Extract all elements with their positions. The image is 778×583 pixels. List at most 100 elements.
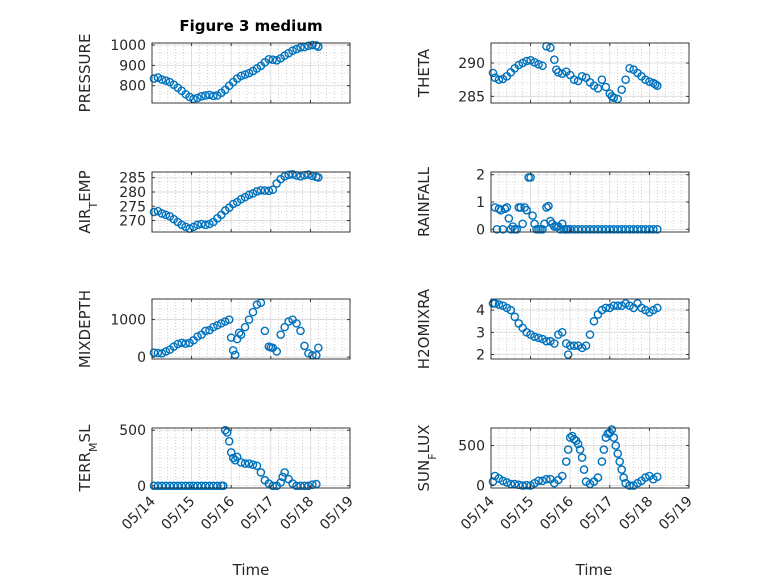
data-point bbox=[597, 75, 607, 84]
data-point bbox=[512, 224, 522, 234]
data-point bbox=[577, 72, 587, 81]
data-point bbox=[228, 453, 238, 463]
data-point bbox=[601, 303, 611, 313]
data-point bbox=[502, 478, 512, 487]
data-point bbox=[201, 91, 210, 100]
data-point bbox=[617, 85, 626, 94]
data-point bbox=[314, 343, 323, 353]
y-tick-label: 2 bbox=[476, 348, 485, 364]
data-point bbox=[577, 224, 587, 234]
data-point bbox=[197, 219, 206, 229]
y-tick-label: 0 bbox=[137, 350, 146, 366]
y-tick-label: 275 bbox=[119, 199, 146, 215]
data-point bbox=[193, 332, 202, 341]
x-axis-label-right: Time bbox=[575, 561, 613, 579]
data-point bbox=[252, 187, 262, 196]
data-point bbox=[234, 328, 244, 338]
data-point bbox=[197, 91, 206, 101]
data-point bbox=[224, 437, 234, 446]
y-tick-label: 500 bbox=[119, 423, 146, 439]
data-point bbox=[264, 54, 274, 64]
data-point bbox=[218, 481, 228, 491]
data-point bbox=[544, 201, 553, 211]
data-point bbox=[288, 46, 297, 56]
axes-box bbox=[490, 427, 690, 489]
data-point bbox=[579, 465, 589, 474]
data-point bbox=[264, 186, 274, 196]
data-point bbox=[236, 71, 246, 81]
y-tick-label: 1000 bbox=[110, 313, 146, 329]
y-tick-label: 2 bbox=[476, 168, 485, 184]
subplot-4: 0 1000 MIXDEPTH bbox=[76, 290, 351, 368]
data-point bbox=[256, 185, 266, 195]
axes-box bbox=[151, 298, 351, 360]
data-point bbox=[268, 481, 278, 491]
data-point bbox=[653, 303, 662, 313]
data-point bbox=[641, 473, 650, 482]
data-point bbox=[528, 211, 537, 220]
data-point bbox=[280, 468, 289, 477]
x-tick-label: 05/14 bbox=[119, 493, 159, 533]
data-point bbox=[615, 457, 625, 466]
data-point bbox=[209, 481, 218, 491]
x-tick-label: 05/17 bbox=[577, 494, 617, 534]
data-point bbox=[189, 94, 198, 104]
data-point bbox=[268, 185, 278, 195]
data-point bbox=[252, 300, 262, 309]
data-point bbox=[276, 478, 286, 487]
subplot-6: 0 500 05/14 05/15 05/16 05/17 05/18 05/19 TERRMS… bbox=[76, 423, 357, 533]
data-point bbox=[653, 81, 662, 90]
data-point bbox=[157, 349, 167, 358]
data-point bbox=[534, 476, 543, 486]
data-point bbox=[177, 338, 186, 348]
y-axis-label: SUNFLUX bbox=[415, 425, 439, 492]
data-point bbox=[581, 224, 591, 234]
data-point bbox=[565, 341, 575, 350]
data-point bbox=[173, 339, 183, 349]
data-point bbox=[276, 330, 286, 339]
y-axis-label: MIXDEPTH bbox=[76, 290, 94, 368]
data-point bbox=[619, 473, 628, 482]
data-point bbox=[625, 481, 634, 490]
data-point bbox=[538, 61, 547, 70]
data-point bbox=[593, 84, 603, 93]
data-point bbox=[609, 433, 619, 442]
data-point bbox=[248, 307, 258, 317]
data-point bbox=[236, 458, 246, 467]
data-point bbox=[149, 481, 159, 491]
data-point bbox=[296, 171, 305, 181]
data-point bbox=[585, 224, 595, 234]
data-point bbox=[494, 204, 504, 214]
data-point bbox=[222, 428, 232, 437]
data-point bbox=[157, 481, 167, 491]
data-point bbox=[292, 319, 301, 328]
data-point bbox=[252, 461, 262, 471]
data-point bbox=[522, 56, 531, 66]
data-point bbox=[292, 44, 301, 54]
data-point bbox=[161, 347, 171, 356]
data-point bbox=[181, 222, 190, 232]
x-tick-label: 05/15 bbox=[498, 494, 538, 534]
data-point bbox=[300, 42, 309, 52]
data-point bbox=[538, 476, 547, 486]
data-point bbox=[272, 347, 282, 356]
data-point bbox=[304, 170, 313, 179]
data-point bbox=[244, 190, 254, 200]
data-point bbox=[510, 312, 520, 322]
data-point bbox=[573, 224, 583, 234]
data-point bbox=[185, 481, 194, 491]
y-tick-label: 0 bbox=[137, 479, 146, 495]
data-point bbox=[280, 171, 289, 181]
data-point bbox=[240, 459, 250, 468]
data-point bbox=[149, 207, 159, 217]
data-point bbox=[546, 43, 555, 52]
data-point bbox=[653, 472, 662, 482]
y-tick-label: 290 bbox=[458, 56, 485, 72]
data-point bbox=[260, 326, 270, 336]
data-point bbox=[593, 473, 603, 482]
data-point bbox=[216, 319, 226, 328]
data-point bbox=[550, 339, 559, 348]
data-point bbox=[542, 203, 551, 212]
